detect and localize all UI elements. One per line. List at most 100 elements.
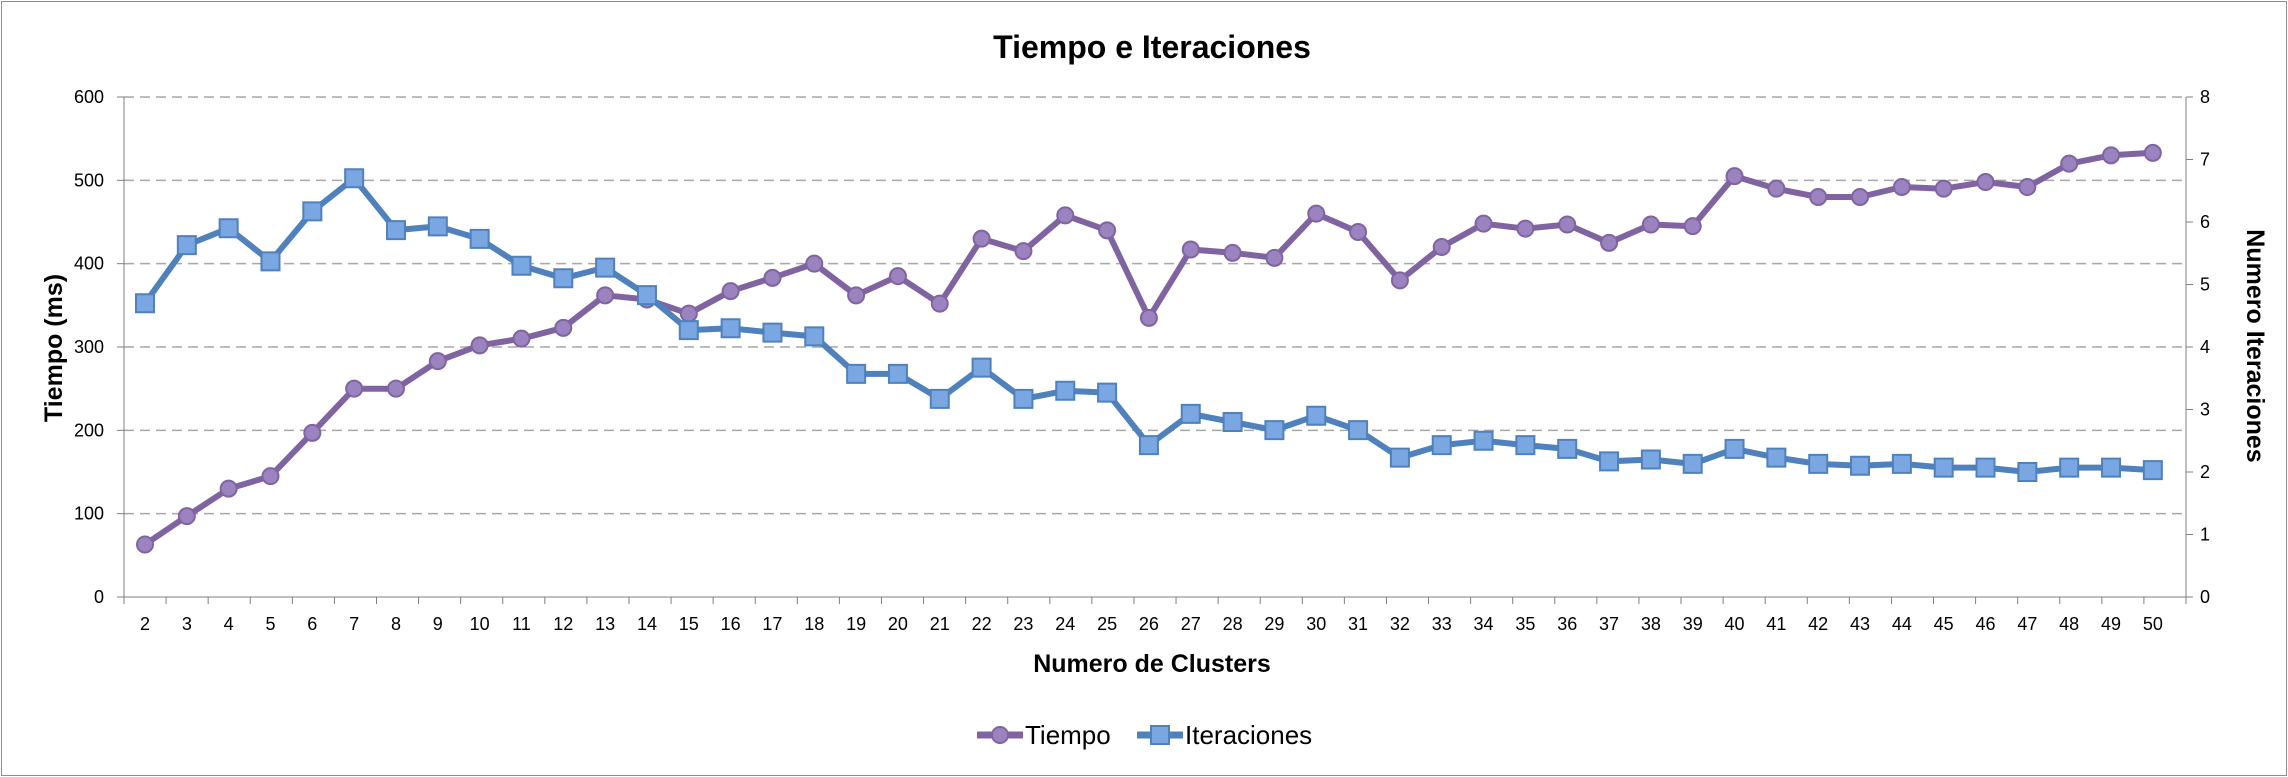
- point-iteraciones: [1013, 388, 1034, 409]
- point-iteraciones: [929, 388, 950, 409]
- point-tiempo: [303, 423, 322, 442]
- point-iteraciones: [1557, 438, 1578, 459]
- point-iteraciones: [1138, 435, 1159, 456]
- point-iteraciones: [636, 285, 657, 306]
- point-iteraciones: [1055, 380, 1076, 401]
- point-tiempo: [805, 254, 824, 273]
- point-tiempo: [1181, 240, 1200, 259]
- point-tiempo: [2102, 146, 2121, 165]
- point-iteraciones: [385, 220, 406, 241]
- point-tiempo: [1976, 173, 1995, 191]
- x-tick-label: 34: [1474, 614, 1494, 634]
- point-iteraciones: [1264, 420, 1285, 441]
- point-iteraciones: [887, 363, 908, 384]
- x-tick-label: 21: [930, 614, 950, 634]
- y2-axis-title: Numero Iteraciones: [2241, 229, 2269, 462]
- y-tick-label: 300: [74, 337, 104, 357]
- y2-tick-label: 7: [2200, 150, 2210, 170]
- point-tiempo: [1767, 179, 1786, 198]
- point-tiempo: [1265, 248, 1284, 267]
- x-tick-label: 13: [595, 614, 615, 634]
- point-tiempo: [1600, 233, 1619, 252]
- point-tiempo: [1641, 215, 1660, 234]
- point-tiempo: [1307, 204, 1326, 223]
- legend-marker-iteraciones: [1150, 725, 1170, 745]
- y-tick-label: 600: [74, 87, 104, 107]
- point-tiempo: [2143, 143, 2162, 162]
- x-tick-label: 11: [512, 614, 531, 634]
- x-tick-label: 28: [1223, 614, 1243, 634]
- x-tick-label: 7: [349, 614, 359, 634]
- axes: [117, 96, 2193, 604]
- point-tiempo: [1892, 178, 1911, 196]
- x-tick-label: 45: [1934, 614, 1954, 634]
- point-iteraciones: [1640, 449, 1661, 470]
- point-tiempo: [1056, 206, 1075, 225]
- y2-tick-label: 0: [2200, 587, 2210, 607]
- point-tiempo: [1683, 217, 1702, 236]
- x-tick-label: 50: [2143, 614, 2163, 634]
- chart-title: Tiempo e Iteraciones: [993, 29, 1311, 65]
- point-iteraciones: [1222, 412, 1243, 432]
- point-tiempo: [847, 286, 866, 305]
- legend-label-iteraciones: Iteraciones: [1185, 720, 1312, 750]
- x-tick-label: 33: [1432, 614, 1452, 634]
- y2-tick-label: 6: [2200, 212, 2210, 232]
- x-tick-label: 18: [804, 614, 824, 634]
- x-tick-label: 16: [721, 614, 741, 634]
- point-iteraciones: [2017, 462, 2038, 482]
- point-iteraciones: [302, 201, 323, 222]
- point-iteraciones: [678, 320, 699, 341]
- x-tick-label: 12: [553, 614, 573, 634]
- legend: Tiempo Iteraciones: [977, 720, 1312, 750]
- point-tiempo: [2060, 154, 2079, 173]
- point-tiempo: [596, 286, 615, 305]
- y2-tick-label: 1: [2200, 525, 2210, 545]
- x-tick-label: 48: [2059, 614, 2079, 634]
- x-tick-label: 31: [1348, 614, 1368, 634]
- point-tiempo: [512, 329, 531, 348]
- x-tick-label: 26: [1139, 614, 1159, 634]
- x-tick-label: 38: [1641, 614, 1661, 634]
- point-tiempo: [1558, 215, 1577, 234]
- x-tick-label: 3: [182, 614, 192, 634]
- x-tick-label: 42: [1808, 614, 1828, 634]
- point-iteraciones: [1766, 447, 1787, 468]
- x-tick-label: 47: [2017, 614, 2037, 634]
- point-iteraciones: [1724, 438, 1745, 459]
- y-tick-label: 400: [74, 254, 104, 274]
- x-tick-label: 25: [1097, 614, 1117, 634]
- point-tiempo: [470, 336, 489, 355]
- point-tiempo: [177, 507, 196, 526]
- point-tiempo: [2018, 178, 2037, 196]
- x-tick-label: 9: [433, 614, 443, 634]
- point-iteraciones: [846, 363, 867, 384]
- y2-tick-label: 3: [2200, 400, 2210, 420]
- point-tiempo: [428, 352, 447, 371]
- x-tick-label: 4: [224, 614, 234, 634]
- point-tiempo: [136, 535, 154, 554]
- legend-label-tiempo: Tiempo: [1025, 720, 1111, 750]
- x-tick-label: 6: [307, 614, 317, 634]
- x-tick-label: 46: [1976, 614, 1996, 634]
- point-iteraciones: [595, 257, 616, 278]
- point-iteraciones: [1473, 430, 1494, 451]
- point-tiempo: [1934, 179, 1953, 198]
- point-iteraciones: [971, 357, 992, 378]
- point-tiempo: [261, 467, 280, 486]
- point-iteraciones: [511, 255, 532, 276]
- point-tiempo: [1349, 223, 1368, 241]
- point-iteraciones: [1933, 457, 1954, 478]
- point-tiempo: [1098, 221, 1117, 240]
- point-iteraciones: [1348, 420, 1369, 441]
- x-tick-label: 8: [391, 614, 401, 634]
- point-tiempo: [972, 229, 991, 248]
- point-iteraciones: [218, 218, 239, 239]
- y2-tick-label: 5: [2200, 275, 2210, 295]
- point-tiempo: [888, 267, 907, 286]
- point-iteraciones: [1599, 451, 1620, 472]
- point-tiempo: [930, 294, 949, 313]
- x-tick-label: 37: [1599, 614, 1619, 634]
- point-tiempo: [1851, 188, 1870, 206]
- point-tiempo: [763, 268, 782, 287]
